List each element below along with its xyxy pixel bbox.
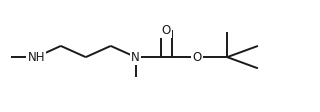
Text: N: N bbox=[131, 51, 140, 64]
Text: NH: NH bbox=[28, 51, 45, 64]
Text: O: O bbox=[193, 51, 202, 64]
Text: O: O bbox=[162, 24, 171, 37]
